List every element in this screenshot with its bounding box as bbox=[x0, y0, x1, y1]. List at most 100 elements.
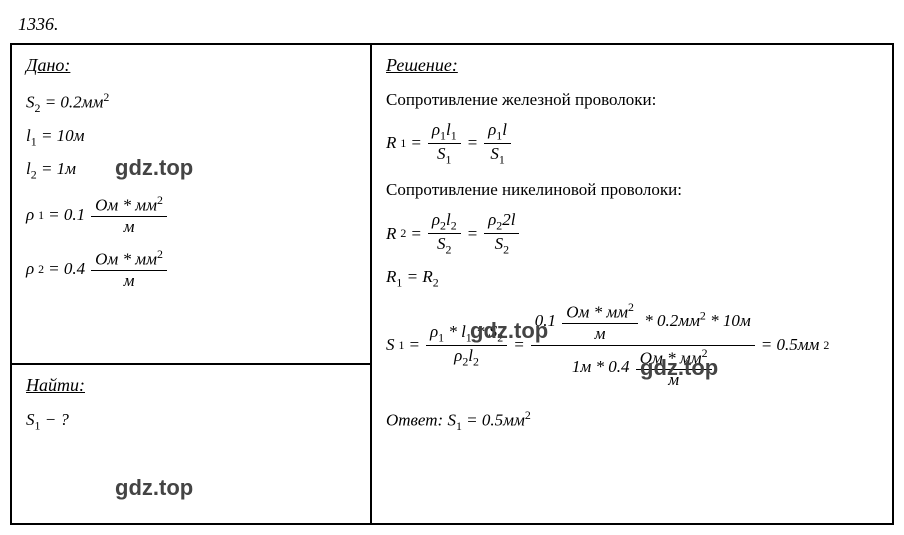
unit-frac: Ом * мм2 м bbox=[562, 300, 638, 344]
n: * S bbox=[472, 322, 498, 341]
solution-cell: Решение: Сопротивление железной проволок… bbox=[371, 44, 893, 524]
find-cell: Найти: S1 − ? bbox=[11, 364, 371, 524]
given-rho1: ρ1 = 0.1 Ом * мм2 м bbox=[26, 193, 356, 237]
eq: = bbox=[513, 335, 524, 355]
sup: 2 bbox=[157, 193, 163, 207]
s: 2 bbox=[473, 354, 479, 368]
unit-num: Ом * мм bbox=[95, 250, 157, 269]
sup: 2 bbox=[103, 90, 109, 104]
unit-num: Ом * мм bbox=[95, 195, 157, 214]
sup: 2 bbox=[628, 300, 634, 314]
d: S bbox=[490, 144, 499, 163]
val: = 0.2мм bbox=[40, 93, 103, 112]
eq-s1: S1 = ρ1 * l1 * S2 ρ2l2 = 0.1 Ом * мм2 м … bbox=[386, 300, 878, 390]
s: 2 bbox=[446, 242, 452, 256]
answer-label: Ответ: bbox=[386, 411, 447, 430]
frac1: ρ1l1 S1 bbox=[428, 120, 461, 166]
lhs: S bbox=[386, 335, 395, 355]
s: 1 bbox=[451, 128, 457, 142]
v: R bbox=[386, 267, 396, 286]
n: * 0.2мм bbox=[644, 311, 700, 330]
s: 2 bbox=[451, 219, 457, 233]
n: ρ bbox=[432, 210, 440, 229]
s: 2 bbox=[503, 242, 509, 256]
eq: = bbox=[402, 267, 422, 286]
var: S bbox=[26, 410, 35, 429]
n: l bbox=[502, 120, 507, 139]
solution-table: Дано: S2 = 0.2мм2 l1 = 10м l2 = 1м ρ1 = … bbox=[10, 43, 894, 525]
s: 2 bbox=[433, 275, 439, 289]
d: S bbox=[437, 144, 446, 163]
n: ρ bbox=[430, 322, 438, 341]
val: = 1м bbox=[37, 159, 76, 178]
answer-line: Ответ: S1 = 0.5мм2 bbox=[386, 408, 878, 434]
sup: 2 bbox=[525, 408, 531, 422]
solution-text-2: Сопротивление никелиновой проволоки: bbox=[386, 180, 878, 200]
d: S bbox=[437, 234, 446, 253]
n: ρ bbox=[432, 120, 440, 139]
frac-sym: ρ1 * l1 * S2 ρ2l2 bbox=[426, 322, 507, 368]
val: = 10м bbox=[37, 126, 85, 145]
given-l2: l2 = 1м bbox=[26, 159, 356, 182]
eq: = bbox=[408, 335, 419, 355]
un: Ом * мм bbox=[566, 303, 628, 322]
given-heading: Дано: bbox=[26, 55, 356, 76]
n: * 10м bbox=[706, 311, 751, 330]
n: 2l bbox=[502, 210, 515, 229]
var: ρ bbox=[26, 259, 34, 279]
sup: 2 bbox=[702, 346, 708, 360]
sub: 1 bbox=[400, 136, 406, 151]
un: Ом * мм bbox=[640, 348, 702, 367]
sub: 2 bbox=[400, 226, 406, 241]
find-heading: Найти: bbox=[26, 375, 356, 396]
s: 1 bbox=[446, 152, 452, 166]
eq: = bbox=[467, 224, 478, 244]
sup: 2 bbox=[157, 247, 163, 261]
solution-text-1: Сопротивление железной проволоки: bbox=[386, 90, 878, 110]
frac-big: 0.1 Ом * мм2 м * 0.2мм2 * 10м 1м * 0.4 О… bbox=[531, 300, 755, 390]
val: = 0.4 bbox=[48, 259, 85, 279]
n: 0.1 bbox=[535, 311, 556, 330]
given-s2: S2 = 0.2мм2 bbox=[26, 90, 356, 116]
unit-frac: Ом * мм2 м bbox=[91, 247, 167, 291]
var: S bbox=[26, 93, 35, 112]
val: = 0.1 bbox=[48, 205, 85, 225]
s: 1 bbox=[499, 152, 505, 166]
frac2: ρ22l S2 bbox=[484, 210, 519, 256]
n: * l bbox=[444, 322, 466, 341]
v: S bbox=[447, 411, 456, 430]
frac2: ρ1l S1 bbox=[484, 120, 511, 166]
eq: = bbox=[410, 133, 421, 153]
unit-frac: Ом * мм2 м bbox=[91, 193, 167, 237]
v: R bbox=[422, 267, 432, 286]
var: ρ bbox=[26, 205, 34, 225]
given-cell: Дано: S2 = 0.2мм2 l1 = 10м l2 = 1м ρ1 = … bbox=[11, 44, 371, 364]
d: S bbox=[495, 234, 504, 253]
given-rho2: ρ2 = 0.4 Ом * мм2 м bbox=[26, 247, 356, 291]
unit-frac: Ом * мм2 м bbox=[636, 346, 712, 390]
lhs: R bbox=[386, 133, 396, 153]
eq: = bbox=[467, 133, 478, 153]
eq-r1: R1 = ρ1l1 S1 = ρ1l S1 bbox=[386, 120, 878, 166]
eq-r2: R2 = ρ2l2 S2 = ρ22l S2 bbox=[386, 210, 878, 256]
s: 1 bbox=[399, 338, 405, 353]
solution-heading: Решение: bbox=[386, 55, 878, 76]
sub: 1 bbox=[38, 208, 44, 223]
frac1: ρ2l2 S2 bbox=[428, 210, 461, 256]
eq: = bbox=[410, 224, 421, 244]
sup: 2 bbox=[823, 338, 829, 353]
given-l1: l1 = 10м bbox=[26, 126, 356, 149]
ud: м bbox=[636, 370, 712, 390]
res: = 0.5мм bbox=[761, 335, 820, 355]
d: 1м * 0.4 bbox=[572, 357, 630, 376]
q: − ? bbox=[40, 410, 68, 429]
unit-den: м bbox=[91, 271, 167, 291]
unit-den: м bbox=[91, 217, 167, 237]
ud: м bbox=[562, 324, 638, 344]
problem-number: 1336. bbox=[18, 14, 894, 35]
find-s1: S1 − ? bbox=[26, 410, 356, 433]
eq-r1-eq-r2: R1 = R2 bbox=[386, 267, 878, 290]
lhs: R bbox=[386, 224, 396, 244]
sub: 2 bbox=[38, 262, 44, 277]
s: 2 bbox=[497, 330, 503, 344]
